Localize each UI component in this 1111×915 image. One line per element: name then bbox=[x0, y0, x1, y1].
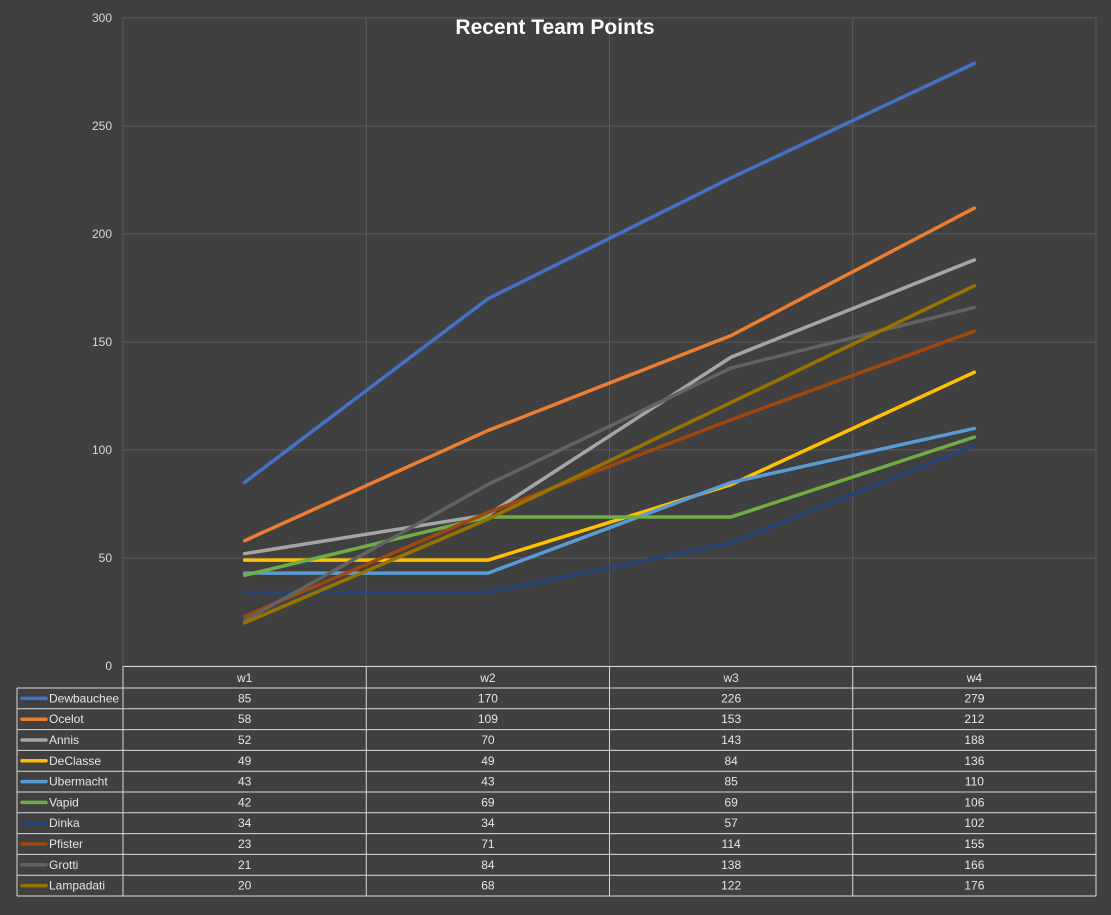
data-value-label: 136 bbox=[964, 754, 984, 768]
y-tick-label: 100 bbox=[92, 443, 112, 457]
series-name-label: Grotti bbox=[49, 858, 78, 872]
data-value-label: 143 bbox=[721, 733, 741, 747]
category-label: w2 bbox=[479, 671, 496, 685]
data-value-label: 170 bbox=[478, 691, 498, 705]
series-name-label: Annis bbox=[49, 733, 79, 747]
data-value-label: 226 bbox=[721, 691, 741, 705]
series-line-declasse bbox=[242, 370, 977, 562]
data-value-label: 71 bbox=[481, 837, 495, 851]
data-value-label: 114 bbox=[722, 837, 741, 851]
data-value-label: 43 bbox=[238, 775, 252, 789]
series-name-label: Pfister bbox=[49, 837, 83, 851]
data-value-label: 166 bbox=[964, 858, 984, 872]
y-tick-label: 200 bbox=[92, 227, 112, 241]
data-value-label: 153 bbox=[721, 712, 741, 726]
series-name-label: Dewbauchee bbox=[49, 691, 119, 705]
chart-title: Recent Team Points bbox=[455, 16, 654, 39]
data-value-label: 106 bbox=[964, 795, 984, 809]
data-value-label: 49 bbox=[238, 754, 252, 768]
data-table: w1 w2 w3 w4 Dewbauchee 85 170 226 279 Ocelot 58 109… bbox=[16, 666, 1097, 897]
data-value-label: 58 bbox=[238, 712, 252, 726]
data-value-label: 43 bbox=[481, 775, 495, 789]
data-value-label: 34 bbox=[481, 816, 495, 830]
series-line-ubermacht bbox=[242, 426, 977, 575]
y-tick-label: 0 bbox=[105, 659, 112, 673]
series-name-label: Ubermacht bbox=[49, 775, 108, 789]
series-line-dewbauchee bbox=[242, 61, 977, 485]
data-value-label: 52 bbox=[238, 733, 252, 747]
y-tick-label: 250 bbox=[92, 119, 112, 133]
series-line-dinka bbox=[242, 443, 977, 595]
data-value-label: 176 bbox=[964, 879, 984, 893]
category-label: w4 bbox=[966, 671, 983, 685]
data-value-label: 110 bbox=[965, 775, 984, 789]
y-tick-label: 300 bbox=[92, 11, 112, 25]
category-label: w3 bbox=[722, 671, 739, 685]
series-name-label: Dinka bbox=[49, 816, 80, 830]
data-value-label: 188 bbox=[964, 733, 984, 747]
data-value-label: 42 bbox=[238, 795, 252, 809]
series-line-pfister bbox=[242, 329, 977, 619]
data-value-label: 212 bbox=[964, 712, 984, 726]
data-value-label: 69 bbox=[481, 795, 495, 809]
data-value-label: 85 bbox=[724, 775, 738, 789]
series-name-label: DeClasse bbox=[49, 754, 101, 768]
data-value-label: 102 bbox=[964, 816, 984, 830]
data-value-label: 155 bbox=[964, 837, 984, 851]
series-line-grotti bbox=[242, 305, 977, 623]
data-value-label: 21 bbox=[238, 858, 252, 872]
data-value-label: 20 bbox=[238, 879, 252, 893]
data-value-label: 69 bbox=[724, 795, 738, 809]
data-value-label: 23 bbox=[238, 837, 252, 851]
series-name-label: Ocelot bbox=[49, 712, 84, 726]
data-value-label: 70 bbox=[481, 733, 495, 747]
category-label: w1 bbox=[236, 671, 253, 685]
data-value-label: 84 bbox=[724, 754, 738, 768]
data-value-label: 49 bbox=[481, 754, 495, 768]
data-value-label: 84 bbox=[481, 858, 495, 872]
data-value-label: 34 bbox=[238, 816, 252, 830]
series-line-annis bbox=[242, 258, 977, 556]
series-lines bbox=[242, 61, 977, 625]
data-value-label: 109 bbox=[478, 712, 498, 726]
y-tick-label: 150 bbox=[92, 335, 112, 349]
data-value-label: 122 bbox=[721, 879, 741, 893]
data-value-label: 68 bbox=[481, 879, 495, 893]
series-name-label: Lampadati bbox=[49, 879, 105, 893]
series-name-label: Vapid bbox=[49, 795, 79, 809]
series-line-lampadati bbox=[242, 284, 977, 625]
y-tick-label: 50 bbox=[99, 551, 113, 565]
series-line-vapid bbox=[242, 435, 977, 578]
y-axis: 0 50 100 150 200 250 300 bbox=[92, 11, 112, 673]
data-value-label: 279 bbox=[964, 691, 984, 705]
data-value-label: 57 bbox=[724, 816, 738, 830]
series-line-ocelot bbox=[242, 206, 977, 543]
data-value-label: 85 bbox=[238, 691, 252, 705]
data-value-label: 138 bbox=[721, 858, 741, 872]
